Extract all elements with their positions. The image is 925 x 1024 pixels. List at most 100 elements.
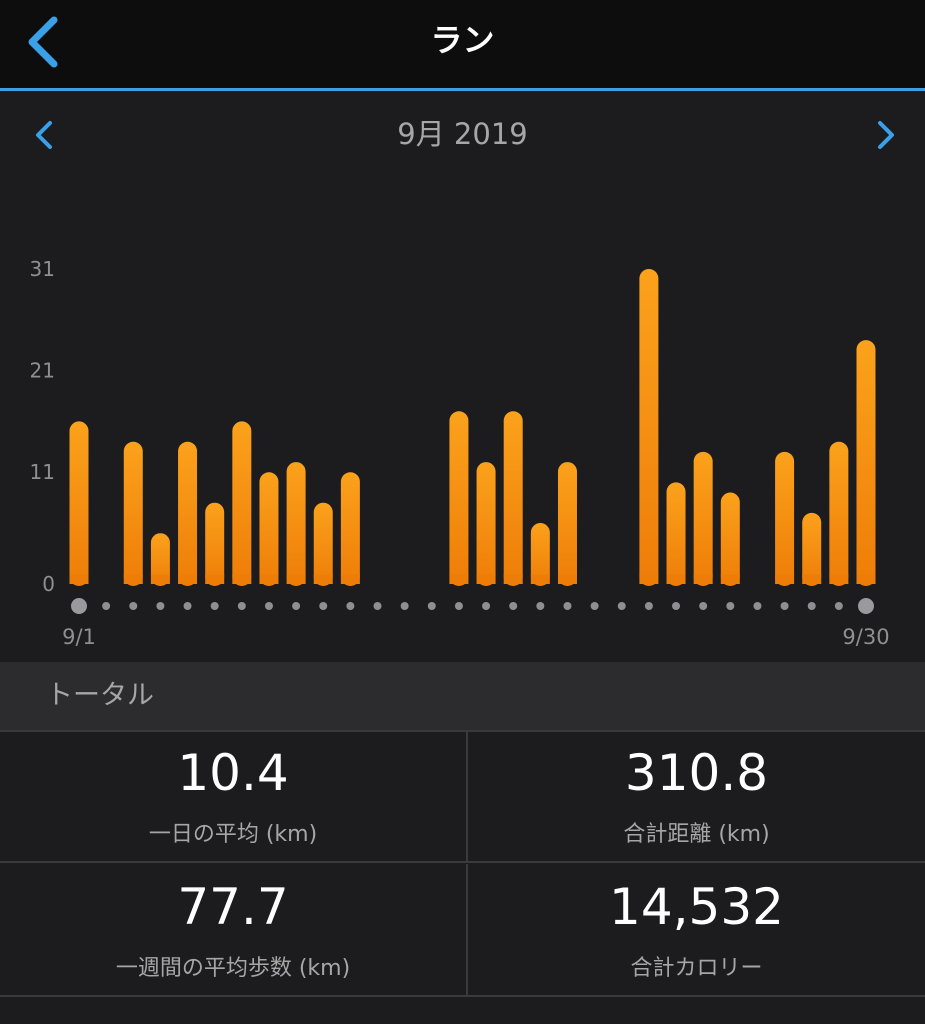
stat-value: 77.7 [177,878,289,936]
chart-bar[interactable] [232,421,252,586]
chart-bar[interactable] [286,462,306,586]
chart-bar[interactable] [178,441,198,586]
divider [0,730,925,732]
chart-bar-base [178,574,198,584]
day-dot [509,602,518,610]
chart-bar[interactable] [530,523,550,586]
day-dot [536,602,545,610]
day-dot [237,602,246,610]
stat-total-distance: 310.8 合計距離 (km) [466,730,925,863]
stat-value: 310.8 [624,744,769,802]
day-dot [726,602,735,610]
totals-header: トータル [0,662,925,730]
stat-label: 合計距離 (km) [623,822,770,847]
x-tick-label-end: 9/30 [842,625,889,649]
day-dot [400,602,409,610]
chart-bar[interactable] [205,502,225,586]
day-dot [183,602,192,610]
day-dot [834,602,843,610]
day-dot [454,602,463,610]
chart-bar[interactable] [476,462,496,586]
chart-bar[interactable] [313,502,333,586]
chart-bar[interactable] [639,269,659,586]
y-tick-label: 11 [30,460,55,484]
period-label: 9月 2019 [397,117,528,151]
day-dot [210,602,219,610]
stat-value: 10.4 [177,744,289,802]
y-tick-label: 21 [30,359,55,383]
day-dot [129,602,138,610]
chart-bar[interactable] [69,421,89,586]
top-bar: ラン [0,0,925,91]
day-dot [292,602,301,610]
day-dot [319,602,328,610]
chart-bar-base [503,574,523,584]
day-dot [482,602,491,610]
chart-bar[interactable] [123,441,143,586]
chart-bar-base [666,574,686,584]
y-tick-label: 0 [42,572,55,596]
day-dot [699,602,708,610]
distance-chart: 0 11 21 31 9/1 9/30 [0,181,925,662]
chevron-left-icon [36,121,52,149]
day-dot [672,602,681,610]
previous-month-button[interactable] [28,115,64,155]
chart-bar[interactable] [775,451,795,586]
chart-bar-base [123,574,143,584]
chart-bar-base [205,574,225,584]
chart-bar[interactable] [802,512,822,586]
stat-label: 一週間の平均歩数 (km) [115,956,351,981]
totals-grid: 10.4 一日の平均 (km) 310.8 合計距離 (km) 77.7 一週間… [0,730,925,1000]
day-dot [264,602,273,610]
chart-bar-base [150,574,170,584]
chart-bar[interactable] [666,482,686,586]
day-dot [590,602,599,610]
stat-total-calories: 14,532 合計カロリー [466,864,925,997]
chart-bar[interactable] [503,411,523,586]
day-dot [71,598,87,614]
chart-bar-base [856,574,876,584]
stat-daily-average: 10.4 一日の平均 (km) [0,730,466,863]
chart-bar[interactable] [829,441,849,586]
day-dot [156,602,165,610]
chart-bar[interactable] [449,411,469,586]
chart-bar[interactable] [259,472,279,586]
chevron-right-icon [878,121,894,149]
chart-bar-base [802,574,822,584]
chart-bar-base [340,574,360,584]
chart-bar-base [557,574,577,584]
day-dot [807,602,816,610]
chart-bar-base [232,574,252,584]
chart-bar-base [829,574,849,584]
chart-bar[interactable] [340,472,360,586]
day-dot [102,602,111,610]
next-month-button[interactable] [868,115,904,155]
chart-bar-base [259,574,279,584]
day-dot [373,602,382,610]
stat-value: 14,532 [609,878,784,936]
day-dot [753,602,762,610]
stat-weekly-average: 77.7 一週間の平均歩数 (km) [0,864,466,997]
chart-bar-base [286,574,306,584]
day-dot [617,602,626,610]
day-dot [427,602,436,610]
page-title: ラン [430,21,495,59]
chart-bar-base [775,574,795,584]
stat-label: 合計カロリー [630,956,763,981]
day-dot [644,602,653,610]
y-tick-label: 31 [30,257,55,281]
back-button[interactable] [20,14,70,70]
day-dot [858,598,874,614]
chart-bar-base [693,574,713,584]
bar-chart: 0 11 21 31 9/1 9/30 [30,257,890,649]
chart-bar[interactable] [856,340,876,586]
chart-bar[interactable] [557,462,577,586]
chart-bar[interactable] [693,451,713,586]
chevron-left-icon [28,16,58,68]
chart-bar-base [639,574,659,584]
chart-bar[interactable] [720,492,740,586]
totals-title: トータル [46,680,154,711]
chart-bar[interactable] [150,533,170,586]
period-selector: 9月 2019 [0,91,925,181]
chart-bar-base [449,574,469,584]
